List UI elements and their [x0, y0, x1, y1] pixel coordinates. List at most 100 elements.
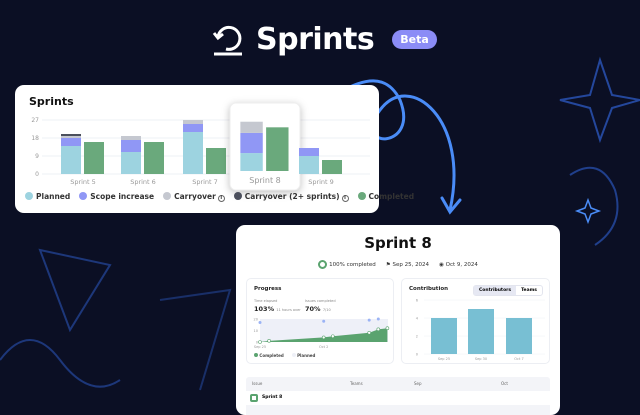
bar-carryover [240, 121, 263, 133]
completion-ring-icon [318, 260, 328, 269]
time-value: 103% 11 hours over [254, 305, 301, 313]
y-tick-label: 27 [31, 117, 39, 124]
y-tick-label: 0 [35, 171, 39, 178]
x-tick-label: Sprint 9 [308, 178, 334, 186]
completed-point [331, 334, 335, 339]
sprint-title: Sprint 8 [364, 234, 432, 252]
x-tick-label: Oct 2 [319, 345, 328, 349]
progress-legend: Completed Planned [254, 353, 315, 358]
progress-panel: Progress Time elapsed 103% 11 hours over… [246, 278, 394, 364]
completion-status: 100% completed [329, 262, 376, 268]
completed-point [385, 326, 390, 331]
x-tick-label: Sprint 8 [249, 176, 281, 185]
bar-planned [183, 132, 203, 174]
col-sep: Sep [414, 381, 422, 386]
progress-area-chart: 0 10 20 Sep 25 Oct 2 [254, 317, 390, 349]
target-icon: ◉ [439, 261, 446, 268]
sprint-meta: 100% completed ⚑ Sep 25, 2024 ◉ Oct 9, 2… [236, 260, 560, 269]
legend-planned[interactable]: Planned [25, 192, 70, 202]
col-teams: Teams [350, 381, 363, 386]
bar-completed [206, 148, 226, 174]
progress-title: Progress [254, 286, 282, 292]
beta-badge: Beta [392, 30, 437, 49]
completed-point [267, 339, 271, 343]
y-tick-label: 4 [416, 317, 419, 321]
y-tick-label: 0 [416, 353, 418, 357]
legend-completed[interactable]: Completed [357, 192, 414, 202]
y-tick-label: 10 [254, 329, 258, 333]
bar-carryover [121, 136, 141, 140]
planned-point [367, 318, 371, 322]
planned-point [322, 319, 326, 323]
contribution-bar-chart: 0 2 4 6 Sep 25 Sep 30 Oct 7 [416, 299, 545, 361]
legend-carryover-2plus[interactable]: Carryover (2+ sprints) i [233, 192, 349, 202]
end-date: Oct 9, 2024 [445, 261, 478, 268]
contribution-bar [431, 318, 457, 354]
bar-planned [299, 156, 319, 174]
completed-point [376, 327, 381, 332]
y-tick-label: 18 [31, 135, 39, 142]
bar-planned [240, 153, 263, 171]
sprint-cycle-icon [212, 25, 242, 55]
info-icon[interactable]: i [341, 195, 349, 202]
time-label: Time elapsed [254, 299, 278, 303]
completed-point [367, 330, 371, 335]
bar-completed [144, 142, 164, 174]
y-tick-label: 0 [256, 341, 258, 345]
issues-table: Issue Teams Sep Oct Sprint 8 [246, 377, 550, 415]
issues-value: 70% 7/10 [305, 305, 331, 313]
legend-scope-increase[interactable]: Scope increase [79, 192, 154, 202]
start-date: Sep 25, 2024 [392, 261, 430, 268]
contribution-panel: Contribution Contributors Teams 0 2 4 6 Sep … [401, 278, 550, 364]
x-tick-label: Oct 7 [514, 357, 523, 361]
x-tick-label: Sep 25 [254, 345, 266, 349]
completed-area [260, 328, 388, 342]
contribution-bar [506, 318, 532, 354]
background-decoration [0, 56, 640, 391]
bar-scope-increase [121, 140, 141, 152]
flag-icon: ⚑ [385, 261, 393, 268]
col-issue: Issue [252, 381, 263, 386]
completed-point [258, 340, 262, 344]
bar-scope-increase [61, 138, 81, 146]
bar-scope-increase [240, 132, 263, 154]
bar-planned [61, 146, 81, 174]
bar-scope-increase [299, 148, 319, 156]
sprint-icon [250, 394, 258, 402]
bar-carryover [183, 120, 203, 124]
chart-legend: Planned Scope increase Carryover i Carryo… [25, 192, 414, 202]
x-tick-label: Sep 30 [475, 357, 487, 361]
bar-planned [121, 152, 141, 174]
bar-carryover [61, 136, 81, 138]
x-tick-label: Sprint 5 [70, 178, 96, 186]
contribution-bar [468, 309, 494, 354]
x-tick-label: Sprint 6 [130, 178, 156, 186]
col-oct: Oct [501, 381, 508, 386]
sprints-chart-card: Sprints 0 9 18 27 Sprint 5 Sprint 6 Sprint 7 Sp… [15, 85, 414, 213]
tab-contributors[interactable]: Contributors [473, 286, 517, 295]
bar-scope-increase [183, 124, 203, 132]
planned-point [376, 317, 380, 321]
y-tick-label: 20 [254, 318, 258, 322]
issues-label: Issues completed [305, 299, 336, 303]
y-tick-label: 2 [416, 335, 418, 339]
completed-point [321, 335, 326, 340]
table-row[interactable]: Sprint 8 [246, 391, 550, 405]
bar-completed [84, 142, 104, 174]
x-tick-label: Sprint 7 [192, 178, 218, 186]
info-icon[interactable]: i [217, 195, 225, 202]
hero-header: Sprints Beta [210, 22, 437, 57]
contribution-title: Contribution [409, 286, 449, 292]
row-issue: Sprint 8 [262, 395, 283, 400]
tab-teams[interactable]: Teams [521, 288, 537, 293]
x-tick-label: Sep 25 [438, 357, 450, 361]
planned-point [258, 320, 262, 324]
sprint-detail-card: Sprint 8 100% completed ⚑ Sep 25, 2024 ◉… [236, 225, 560, 415]
bar-completed [322, 160, 342, 174]
card-title: Sprints [29, 95, 74, 108]
y-tick-label: 6 [416, 299, 418, 303]
sprints-bar-chart: 0 9 18 27 Sprint 5 Sprint 6 Sprint 7 Sprint 8 Sp… [31, 102, 370, 191]
bar-completed [266, 127, 289, 171]
y-tick-label: 9 [35, 153, 39, 160]
legend-carryover[interactable]: Carryover i [163, 192, 225, 202]
